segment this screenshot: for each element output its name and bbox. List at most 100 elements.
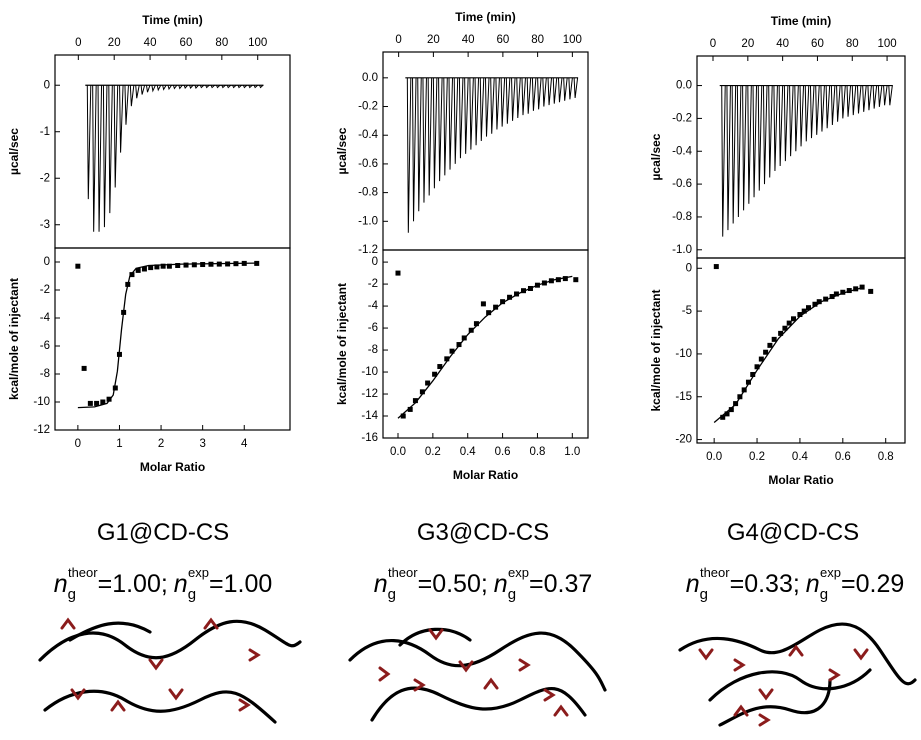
spike: [474, 77, 480, 146]
data-point: [812, 301, 818, 307]
data-point: [449, 348, 455, 354]
x-tick-label: 20: [108, 37, 121, 49]
y-tick-label: 0: [44, 256, 50, 268]
spike: [237, 84, 242, 89]
data-point: [750, 371, 756, 377]
x-tick-label: 60: [180, 37, 193, 49]
spike: [479, 77, 485, 141]
data-point: [480, 301, 486, 307]
spike: [563, 77, 568, 101]
x-tick-label: 0.4: [460, 446, 477, 458]
x-tick-label: 40: [776, 38, 789, 50]
data-point: [846, 288, 852, 294]
spike: [783, 85, 789, 162]
spike: [438, 77, 443, 182]
chain: [718, 678, 832, 727]
spike: [464, 77, 469, 154]
data-point: [486, 310, 492, 316]
spike: [422, 77, 427, 203]
x-tick-label: 0.8: [529, 446, 545, 458]
data-point: [444, 356, 450, 362]
superscript: theor: [700, 565, 730, 580]
chain: [38, 619, 302, 662]
data-point: [395, 270, 401, 276]
data-point: [514, 291, 520, 297]
spike: [531, 77, 537, 111]
x-tick-label: 0: [75, 37, 81, 49]
data-point: [166, 263, 172, 269]
y-tick-label: -12: [33, 424, 50, 436]
spike: [205, 84, 210, 89]
spike: [97, 85, 103, 232]
data-point: [432, 371, 438, 377]
spike: [259, 84, 264, 89]
x-tick-label: 100: [248, 37, 267, 49]
y-tick-label: -2: [40, 172, 50, 184]
spike: [830, 85, 836, 126]
plot-frame: [382, 249, 589, 439]
spike: [742, 85, 747, 211]
data-point: [507, 294, 513, 300]
spike: [124, 85, 129, 125]
arrows: [60, 617, 261, 712]
y-tick-label: -8: [368, 344, 378, 356]
data-point: [728, 407, 734, 413]
data-point: [562, 276, 568, 282]
symbol: n: [494, 570, 508, 598]
spike: [836, 85, 841, 122]
spike: [888, 85, 893, 106]
spike: [253, 84, 258, 89]
spike: [443, 77, 448, 176]
spike: [500, 77, 506, 127]
spike: [505, 77, 511, 124]
y-tick-label: 0: [44, 79, 50, 91]
data-point: [778, 330, 784, 336]
fit-line: [397, 275, 573, 419]
spike: [778, 85, 784, 167]
spike: [178, 84, 183, 90]
x-tick-label: 40: [144, 37, 157, 49]
spike: [189, 84, 194, 89]
spike: [736, 85, 742, 217]
symbol: n: [374, 570, 388, 598]
x-tick-label: 40: [462, 34, 475, 46]
subscript: g: [388, 586, 396, 603]
spike: [135, 85, 140, 99]
spike: [248, 84, 253, 89]
spike: [162, 84, 167, 91]
x-tick-label: 0.0: [390, 446, 406, 458]
data-point: [160, 263, 166, 269]
spike: [809, 85, 815, 139]
spike: [199, 84, 205, 89]
subscript: g: [188, 586, 196, 603]
data-point: [400, 413, 406, 419]
spike: [485, 77, 490, 137]
data-point: [829, 294, 835, 300]
chain: [708, 668, 872, 702]
data-point: [425, 380, 431, 386]
data-point: [129, 272, 135, 278]
chain: [68, 621, 152, 642]
data-point: [87, 400, 93, 406]
subscript: g: [700, 586, 708, 603]
spike: [573, 77, 579, 98]
symbol: n: [806, 570, 820, 598]
captions: G1@CD-CS G3@CD-CS G4@CD-CS ngtheor=1.00;…: [54, 519, 905, 603]
y-tick-label: -0.4: [358, 129, 378, 141]
spike: [417, 77, 422, 212]
y-tick-label: -15: [675, 391, 692, 403]
fit-line: [77, 262, 257, 409]
y-axis-label: kcal/mole of injectant: [649, 289, 663, 411]
x-tick-label: 4: [241, 438, 248, 450]
data-point: [801, 308, 807, 314]
spike: [762, 85, 768, 185]
plot-frame: [54, 54, 291, 249]
x-tick-label: 0: [75, 438, 81, 450]
y-tick-label: -0.8: [358, 187, 378, 199]
y-tick-label: -16: [361, 432, 378, 444]
chart: 0 -5 -10 -15 -20 0.0 0.2 0.4 0.6 0.8 Molar Ratio kc…: [649, 257, 906, 487]
data-point: [81, 365, 87, 371]
spike: [215, 84, 221, 89]
data-point: [786, 320, 792, 326]
